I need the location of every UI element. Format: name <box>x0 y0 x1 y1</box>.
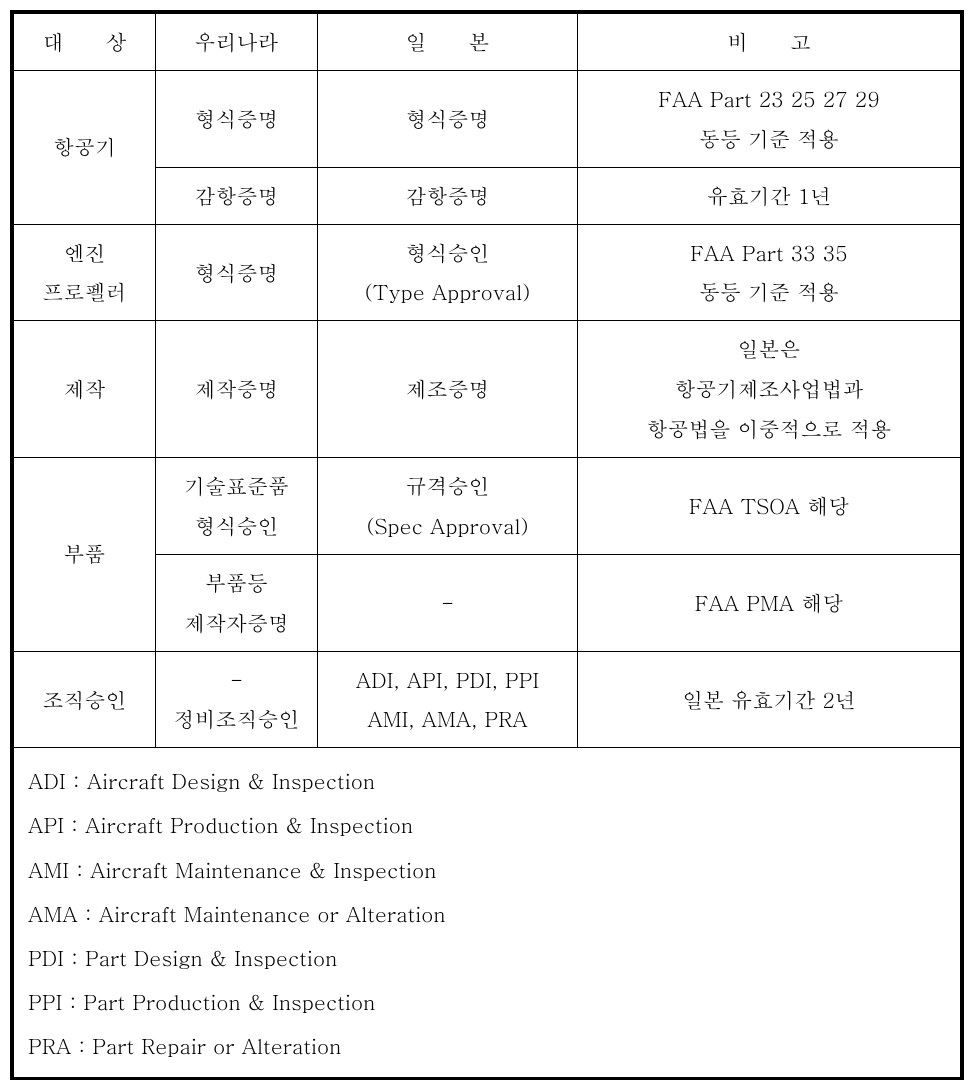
def-ama: AMA : Aircraft Maintenance or Alteration <box>28 891 946 935</box>
production-row: 제작 제작증명 제조증명 일본은 항공기제조사업법과 항공법을 이중적으로 적용 <box>14 321 961 458</box>
def-ami: AMI : Aircraft Maintenance & Inspection <box>28 847 946 891</box>
def-pdi: PDI : Part Design & Inspection <box>28 935 946 979</box>
parts-r1-japan-l2: (Spec Approval) <box>366 510 528 540</box>
header-japan: 일 본 <box>318 14 578 71</box>
production-note: 일본은 항공기제조사업법과 항공법을 이중적으로 적용 <box>578 321 961 458</box>
engine-label-l2: 프로펠러 <box>43 276 127 306</box>
org-japan: ADI, API, PDI, PPI AMI, AMA, PRA <box>318 651 578 748</box>
org-korea: - 정비조직승인 <box>156 651 318 748</box>
header-note: 비 고 <box>578 14 961 71</box>
org-japan-l1: ADI, API, PDI, PPI <box>356 664 540 694</box>
engine-korea: 형식증명 <box>156 224 318 321</box>
def-pra: PRA : Part Repair or Alteration <box>28 1023 946 1067</box>
table-container: 대 상 우리나라 일 본 비 고 항공기 형식증명 형식증명 FAA Part … <box>10 10 964 1080</box>
definitions-cell: ADI : Aircraft Design & Inspection API :… <box>14 748 961 1078</box>
production-japan: 제조증명 <box>318 321 578 458</box>
def-ppi: PPI : Part Production & Inspection <box>28 979 946 1023</box>
comparison-table: 대 상 우리나라 일 본 비 고 항공기 형식증명 형식증명 FAA Part … <box>13 13 961 1078</box>
parts-r2-japan: - <box>318 554 578 651</box>
definitions-row: ADI : Aircraft Design & Inspection API :… <box>14 748 961 1078</box>
aircraft-row1: 항공기 형식증명 형식증명 FAA Part 23 25 27 29 동등 기준… <box>14 70 961 167</box>
production-label: 제작 <box>14 321 156 458</box>
production-korea: 제작증명 <box>156 321 318 458</box>
def-adi: ADI : Aircraft Design & Inspection <box>28 758 946 802</box>
header-row: 대 상 우리나라 일 본 비 고 <box>14 14 961 71</box>
def-api: API : Aircraft Production & Inspection <box>28 802 946 846</box>
parts-r1-japan: 규격승인 (Spec Approval) <box>318 458 578 555</box>
org-korea-l2: 정비조직승인 <box>174 703 300 733</box>
parts-r1-korea-l2: 형식승인 <box>195 510 279 540</box>
engine-note-l2: 동등 기준 적용 <box>699 276 839 306</box>
production-note-l3: 항공법을 이중적으로 적용 <box>647 413 892 443</box>
engine-japan-l2: (Type Approval) <box>365 276 531 306</box>
parts-r1-korea-l1: 기술표준품 <box>184 470 289 500</box>
engine-label-l1: 엔진 <box>64 237 106 267</box>
production-note-l1: 일본은 <box>738 333 801 363</box>
aircraft-r1-japan: 형식증명 <box>318 70 578 167</box>
org-label: 조직승인 <box>14 651 156 748</box>
engine-note: FAA Part 33 35 동등 기준 적용 <box>578 224 961 321</box>
aircraft-r2-japan: 감항증명 <box>318 167 578 224</box>
parts-r2-korea-l2: 제작자증명 <box>184 607 289 637</box>
engine-japan: 형식승인 (Type Approval) <box>318 224 578 321</box>
engine-label: 엔진 프로펠러 <box>14 224 156 321</box>
aircraft-row2: 감항증명 감항증명 유효기간 1년 <box>14 167 961 224</box>
aircraft-r2-note: 유효기간 1년 <box>578 167 961 224</box>
parts-r1-korea: 기술표준품 형식승인 <box>156 458 318 555</box>
header-category: 대 상 <box>14 14 156 71</box>
org-note: 일본 유효기간 2년 <box>578 651 961 748</box>
org-japan-l2: AMI, AMA, PRA <box>367 703 527 733</box>
parts-r2-korea-l1: 부품등 <box>205 567 268 597</box>
parts-row1: 부품 기술표준품 형식승인 규격승인 (Spec Approval) FAA T… <box>14 458 961 555</box>
org-korea-l1: - <box>230 664 243 694</box>
engine-note-l1: FAA Part 33 35 <box>690 237 847 267</box>
parts-row2: 부품등 제작자증명 - FAA PMA 해당 <box>14 554 961 651</box>
org-row: 조직승인 - 정비조직승인 ADI, API, PDI, PPI AMI, AM… <box>14 651 961 748</box>
engine-japan-l1: 형식승인 <box>406 237 490 267</box>
aircraft-r2-korea: 감항증명 <box>156 167 318 224</box>
aircraft-r1-korea: 형식증명 <box>156 70 318 167</box>
production-note-l2: 항공기제조사업법과 <box>675 373 864 403</box>
parts-r1-note: FAA TSOA 해당 <box>578 458 961 555</box>
parts-r1-japan-l1: 규격승인 <box>406 470 490 500</box>
parts-label: 부품 <box>14 458 156 652</box>
aircraft-r1-note: FAA Part 23 25 27 29 동등 기준 적용 <box>578 70 961 167</box>
parts-r2-korea: 부품등 제작자증명 <box>156 554 318 651</box>
header-korea: 우리나라 <box>156 14 318 71</box>
aircraft-r1-note-l1: FAA Part 23 25 27 29 <box>658 83 879 113</box>
engine-row: 엔진 프로펠러 형식증명 형식승인 (Type Approval) FAA Pa… <box>14 224 961 321</box>
aircraft-r1-note-l2: 동등 기준 적용 <box>699 123 839 153</box>
aircraft-label: 항공기 <box>14 70 156 224</box>
parts-r2-note: FAA PMA 해당 <box>578 554 961 651</box>
